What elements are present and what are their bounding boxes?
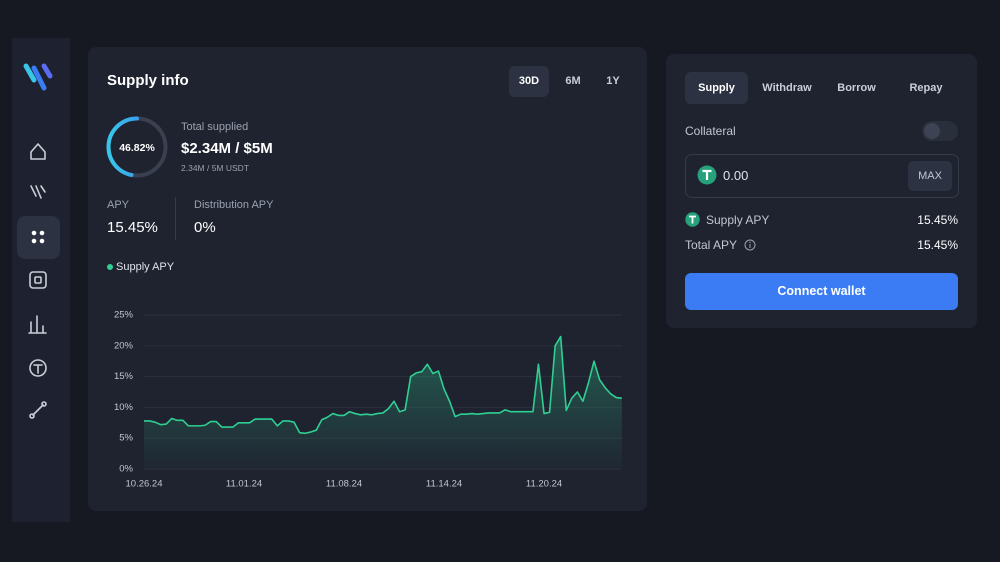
area-fill <box>144 336 622 469</box>
link-icon[interactable] <box>41 401 47 407</box>
row-value: 15.45% <box>917 213 958 227</box>
brand-icon[interactable] <box>30 185 46 199</box>
x-tick-label: 10.26.24 <box>126 479 163 490</box>
range-button[interactable]: 1Y <box>606 75 620 87</box>
x-tick-label: 11.01.24 <box>226 479 262 490</box>
max-button[interactable]: MAX <box>908 161 952 191</box>
info-icon[interactable] <box>744 239 756 251</box>
logo <box>23 63 37 83</box>
tab[interactable]: Repay <box>909 82 943 94</box>
token-icon <box>685 212 700 227</box>
sidebar-icons <box>23 63 53 419</box>
stat-detail: 2.34M / 5M USDT <box>181 163 250 173</box>
row-label: Total APY <box>685 238 738 252</box>
link-icon[interactable] <box>32 404 44 416</box>
grid-icon[interactable] <box>39 238 45 244</box>
toggle-knob <box>924 123 940 139</box>
card-title: Supply info <box>107 72 189 89</box>
y-tick-label: 10% <box>114 402 134 413</box>
tab[interactable]: Withdraw <box>762 82 812 94</box>
x-tick-label: 11.08.24 <box>326 479 362 490</box>
grid-icon[interactable] <box>31 230 37 236</box>
row-value: 15.45% <box>917 238 958 252</box>
stat-label: APY <box>107 199 130 211</box>
x-tick-label: 11.14.24 <box>426 479 462 490</box>
collateral-label: Collateral <box>685 124 736 138</box>
y-tick-label: 5% <box>119 433 133 444</box>
token-icon[interactable] <box>33 364 43 374</box>
y-tick-label: 0% <box>119 464 133 475</box>
amount-input[interactable] <box>685 154 959 198</box>
tab[interactable]: Borrow <box>837 82 876 94</box>
logo <box>31 65 47 91</box>
token-icon[interactable] <box>29 359 47 377</box>
stat-value: 15.45% <box>107 219 158 236</box>
divider <box>175 197 176 240</box>
token-icon <box>697 165 717 185</box>
range-button[interactable]: 6M <box>565 75 581 87</box>
stat-label: Total supplied <box>181 121 249 133</box>
gauge: 46.82% <box>106 116 168 178</box>
stat-value: 0% <box>194 219 216 236</box>
series-line <box>144 335 622 435</box>
toggle[interactable] <box>922 121 958 141</box>
logo <box>41 63 53 79</box>
vault-icon[interactable] <box>34 276 42 284</box>
row-label: Supply APY <box>706 213 770 227</box>
y-tick-label: 20% <box>114 340 134 351</box>
y-tick-label: 15% <box>114 371 134 382</box>
legend-dot <box>107 264 113 270</box>
gauge-arc <box>106 116 168 178</box>
stat-value: $2.34M / $5M <box>181 140 273 157</box>
x-tick-label: 11.20.24 <box>526 479 562 490</box>
link-icon[interactable] <box>29 413 35 419</box>
stat-label: Distribution APY <box>194 199 274 211</box>
range-button[interactable]: 30D <box>509 66 549 97</box>
y-tick-label: 25% <box>114 310 134 321</box>
home-icon[interactable] <box>30 143 46 160</box>
grid-icon[interactable] <box>31 238 37 244</box>
tab[interactable]: Supply <box>685 72 748 104</box>
gauge-label: 46.82% <box>119 142 155 154</box>
grid-icon[interactable] <box>39 230 45 236</box>
sidebar-active[interactable] <box>17 216 60 259</box>
amount-value: 0.00 <box>723 168 749 183</box>
legend-label: Supply APY <box>116 261 175 273</box>
stats-icon[interactable] <box>28 315 47 334</box>
connect-button[interactable]: Connect wallet <box>685 273 958 310</box>
vault-icon[interactable] <box>29 271 47 289</box>
